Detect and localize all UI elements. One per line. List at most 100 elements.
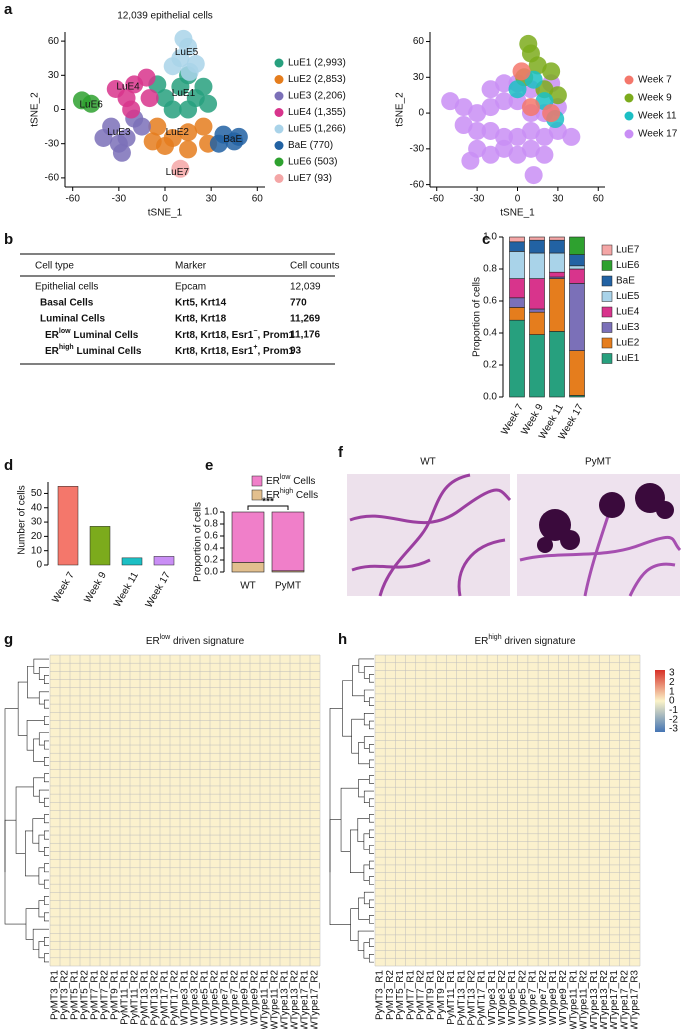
column-label: WType9_R1	[548, 970, 559, 1025]
point-cloud	[508, 80, 527, 99]
dendrogram-branch	[32, 928, 49, 950]
dendrogram-branch	[44, 699, 49, 709]
bar-segment	[529, 308, 545, 313]
dendrogram-branch	[358, 658, 374, 673]
bar-segment	[509, 236, 525, 243]
x-tick-label: 30	[552, 194, 564, 205]
dendrogram-branch	[369, 938, 374, 947]
column-label: PyMT7_R1	[405, 970, 416, 1020]
heatmap-title: ERhigh driven signature	[474, 634, 576, 646]
heatmap-title-main: ER	[474, 636, 488, 647]
panel-letter: d	[4, 457, 13, 474]
x-tick-label: Week 11	[112, 570, 141, 609]
table-cell-main: ER	[45, 330, 60, 341]
legend-label: Week 7	[638, 75, 672, 86]
bar-segment	[529, 252, 545, 279]
column-label: PyMT13_R1	[140, 970, 151, 1026]
point-cloud	[148, 117, 167, 136]
bar-segment	[231, 562, 265, 573]
y-tick-label: 1.0	[204, 507, 218, 518]
pymt-ducts	[519, 509, 682, 597]
dendrogram-branch	[27, 665, 40, 699]
column-label: WType11_R1	[568, 970, 579, 1029]
y-tick-label: 0.4	[204, 543, 218, 554]
dendrogram-branch	[44, 863, 49, 873]
y-tick-label: 40	[31, 502, 43, 513]
legend-label: Week 9	[638, 93, 672, 104]
point-cloud	[94, 128, 113, 147]
column-label: PyMT13_R2	[466, 970, 477, 1026]
table-cell-main: ER	[45, 346, 60, 357]
y-tick-label: 0	[418, 108, 424, 119]
legend-label: LuE6 (503)	[288, 157, 337, 168]
table-cell: Epcam	[175, 282, 206, 293]
column-label: WType3_R2	[190, 970, 201, 1025]
dendrogram-branch	[369, 860, 374, 870]
column-label: WType9_R2	[250, 970, 261, 1025]
y-tick-label: 0.0	[483, 392, 497, 403]
point-cloud	[163, 100, 182, 119]
point-cloud	[481, 145, 500, 164]
bar-segment	[529, 236, 545, 241]
legend-swatch	[601, 244, 613, 256]
panel-letter: g	[4, 631, 13, 648]
column-label: PyMT13_R2	[150, 970, 161, 1026]
point-cloud	[562, 127, 581, 146]
dendrogram-branch	[329, 708, 343, 873]
point-cloud	[194, 77, 213, 96]
dendrogram-branch	[44, 847, 49, 856]
panel-letter: c	[482, 231, 490, 248]
legend-label: ERlow Cells	[266, 474, 315, 486]
column-label: WType17_R1	[300, 970, 311, 1029]
legend-swatch	[601, 306, 613, 318]
table-cell: Krt8, Krt18, Esr1+, Prom1	[175, 344, 295, 356]
bar-segment	[509, 241, 525, 252]
dendrogram-branch	[363, 833, 370, 850]
colorbar	[655, 670, 665, 732]
legend-label: LuE2 (2,853)	[288, 74, 346, 85]
point-cloud	[171, 159, 190, 178]
significance-bracket	[247, 505, 289, 510]
point-cloud	[495, 74, 514, 93]
dendrogram-branch	[4, 819, 26, 925]
point-cloud	[535, 127, 554, 146]
dendrogram-branch	[44, 879, 49, 889]
column-label: PyMT7_R1	[90, 970, 101, 1020]
x-tick-label: 60	[593, 194, 605, 205]
legend-label: LuE3	[616, 322, 640, 333]
legend-swatch	[624, 129, 634, 139]
dendrogram-branch	[369, 954, 374, 963]
column-label: PyMT9_R1	[426, 970, 437, 1020]
bar-segment	[569, 265, 585, 270]
dendrogram-branch	[44, 675, 49, 684]
x-tick-label: -60	[65, 194, 80, 205]
table-cell: Krt5, Krt14	[175, 298, 227, 309]
dendrogram-branch	[357, 930, 374, 951]
y-tick-label: 10	[31, 545, 43, 556]
y-tick-label: 0.8	[483, 264, 497, 275]
column-label: PyMT9_R1	[110, 970, 121, 1020]
legend-swatch	[274, 91, 284, 101]
legend-swatch	[624, 75, 634, 85]
point-cloud	[112, 143, 131, 162]
legend-swatch	[274, 141, 284, 150]
x-tick-label: 60	[252, 194, 264, 205]
column-label: WType7_R1	[220, 970, 231, 1025]
cluster-label: LuE5	[175, 47, 199, 58]
column-label: WType5_R2	[517, 970, 528, 1025]
y-tick-label: 50	[31, 488, 43, 499]
bar-segment	[569, 236, 585, 255]
legend-label: BaE (770)	[288, 140, 333, 151]
bar-segment	[569, 283, 585, 351]
bar-segment	[549, 252, 565, 273]
legend-label: LuE4	[616, 307, 640, 318]
x-tick-label: -60	[430, 194, 445, 205]
legend-label: ERhigh Cells	[266, 488, 318, 500]
panel-letter: f	[338, 444, 344, 461]
column-label: WType11_R2	[270, 970, 281, 1029]
column-label: PyMT3_R2	[60, 970, 71, 1020]
dendrogram-branch	[33, 658, 49, 674]
legend-label: LuE1 (2,993)	[288, 58, 346, 69]
point-cloud	[179, 123, 198, 142]
column-label: WType13_R1	[589, 970, 600, 1029]
